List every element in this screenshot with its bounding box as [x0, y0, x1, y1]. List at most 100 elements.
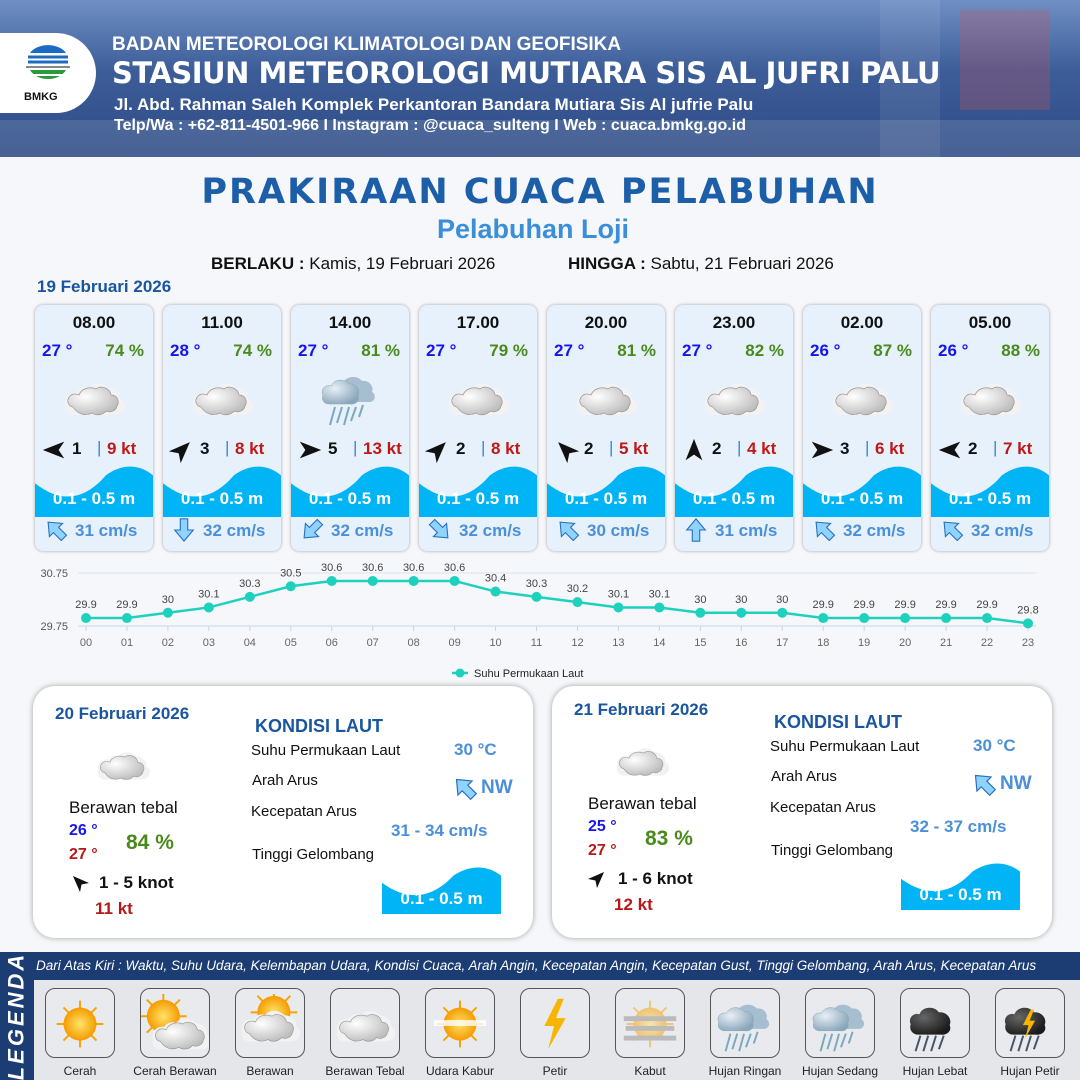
data-point[interactable]: [818, 613, 829, 624]
data-point[interactable]: [490, 586, 501, 597]
x-tick-label: 13: [612, 637, 624, 649]
berawan-tebal-icon: [571, 367, 641, 427]
station-name: STASIUN METEOROLOGI MUTIARA SIS AL JUFRI…: [112, 56, 941, 90]
x-tick-label: 15: [694, 637, 706, 649]
data-point[interactable]: [613, 602, 624, 613]
data-point[interactable]: [777, 607, 788, 618]
data-point[interactable]: [326, 575, 337, 586]
wave-shape: [35, 466, 153, 517]
hujan-lebat-icon: [901, 994, 969, 1054]
wind-speed: 2: [456, 439, 466, 458]
gust-speed: 8 kt: [491, 439, 521, 458]
current-direction-icon: [427, 517, 453, 543]
berawan-tebal-icon: [187, 367, 257, 427]
wind-direction-icon: [42, 441, 65, 459]
current-direction-label: Arah Arus: [771, 768, 837, 785]
humidity: 88 %: [1001, 341, 1040, 360]
daily-panel: 20 Februari 2026 Berawan tebal 26 ° 27 °…: [33, 686, 533, 938]
humidity: 74 %: [233, 341, 272, 360]
kabut-icon: [623, 994, 677, 1054]
wave-graphic: [803, 465, 921, 517]
wave-shape: [675, 466, 793, 517]
data-point[interactable]: [367, 575, 378, 586]
data-point[interactable]: [982, 613, 993, 624]
wind-direction-icon: [811, 441, 834, 459]
station-address: Jl. Abd. Rahman Saleh Komplek Perkantora…: [114, 95, 754, 114]
data-point[interactable]: [203, 602, 214, 613]
x-tick-label: 07: [367, 637, 379, 649]
wave-graphic: [291, 465, 409, 517]
x-tick-label: 21: [940, 637, 952, 649]
berawan-tebal-icon: [827, 367, 897, 427]
series-line: [86, 579, 1029, 625]
wave-height: 0.1 - 0.5 m: [692, 489, 776, 508]
data-point[interactable]: [900, 613, 911, 624]
hujan-sedang-icon: [806, 994, 874, 1054]
data-point[interactable]: [162, 607, 173, 618]
legend-item-berawan: [235, 988, 305, 1058]
panel-date: 21 Februari 2026: [574, 700, 709, 719]
data-label: 30.3: [239, 578, 260, 590]
data-point[interactable]: [81, 613, 91, 624]
x-tick-label: 23: [1022, 637, 1034, 649]
forecast-card: 14.00 27 ° 81 % 5 | 13 kt 0.1 - 0.5 m 32…: [291, 305, 409, 551]
sst-label: Suhu Permukaan Laut: [251, 742, 401, 759]
gust-speed: 9 kt: [107, 439, 137, 458]
temp-min: 25 °: [588, 818, 617, 835]
data-point[interactable]: [941, 613, 952, 624]
current-speed: 32 cm/s: [843, 521, 906, 540]
data-point[interactable]: [285, 581, 296, 592]
current-direction-label: Arah Arus: [252, 772, 318, 789]
data-point[interactable]: [449, 575, 460, 586]
humidity: 84 %: [126, 831, 174, 854]
agency-name: BADAN METEOROLOGI KLIMATOLOGI DAN GEOFIS…: [112, 34, 622, 55]
data-point[interactable]: [121, 613, 132, 624]
legend-item-hujan-lebat: [900, 988, 970, 1058]
air-temperature: 27 °: [554, 341, 585, 360]
data-point[interactable]: [695, 607, 706, 618]
humidity: 87 %: [873, 341, 912, 360]
wave-height: 0.1 - 0.5 m: [436, 489, 520, 508]
legend-label[interactable]: Suhu Permukaan Laut: [474, 668, 583, 680]
forecast-time: 17.00: [456, 313, 500, 332]
sst-value: 30 °C: [454, 740, 497, 759]
wave-shape: [547, 466, 665, 517]
forecast-card: 11.00 28 ° 74 % 3 | 8 kt 0.1 - 0.5 m 32 …: [163, 305, 281, 551]
bmkg-logo-icon: [26, 45, 70, 81]
wind-speed: 2: [584, 439, 594, 458]
current-speed: 32 cm/s: [203, 521, 266, 540]
humidity: 81 %: [617, 341, 656, 360]
data-point[interactable]: [654, 602, 665, 613]
berawan-icon: [236, 994, 304, 1054]
data-label: 30.6: [403, 562, 424, 574]
gust-speed: 7 kt: [1003, 439, 1033, 458]
separator: |: [481, 438, 486, 457]
legend-label: Hujan Petir: [1000, 1064, 1060, 1078]
wind-speed: 3: [200, 439, 210, 458]
data-point[interactable]: [408, 575, 419, 586]
data-label: 30.5: [280, 567, 301, 579]
data-label: 29.9: [894, 599, 915, 611]
wave-graphic: [163, 465, 281, 517]
berawan-tebal-icon: [59, 367, 129, 427]
temp-max: 27 °: [588, 842, 617, 859]
data-point[interactable]: [244, 591, 255, 602]
forecast-time: 23.00: [712, 313, 756, 332]
data-point[interactable]: [859, 613, 870, 624]
current-speed: 32 cm/s: [331, 521, 394, 540]
air-temperature: 27 °: [426, 341, 457, 360]
sea-temp-chart: 30.75 29.75 00 29.9 01 29.9 02 30 03 30.1 04 30.3 05…: [40, 562, 1038, 680]
validity-from-date: Kamis, 19 Februari 2026: [309, 254, 496, 273]
data-label: 29.9: [853, 599, 874, 611]
current-speed-label: Kecepatan Arus: [770, 799, 876, 816]
data-point[interactable]: [531, 591, 542, 602]
legend-label: Kabut: [634, 1064, 666, 1078]
wave-height: 0.1 - 0.5 m: [948, 489, 1032, 508]
data-label: 29.9: [976, 599, 997, 611]
data-point[interactable]: [736, 607, 747, 618]
current-direction-value: NW: [1000, 773, 1032, 794]
data-point[interactable]: [1023, 618, 1033, 629]
data-point[interactable]: [572, 597, 583, 608]
daily-panel: 21 Februari 2026 Berawan tebal 25 ° 27 °…: [552, 686, 1052, 938]
data-label: 29.9: [116, 599, 137, 611]
